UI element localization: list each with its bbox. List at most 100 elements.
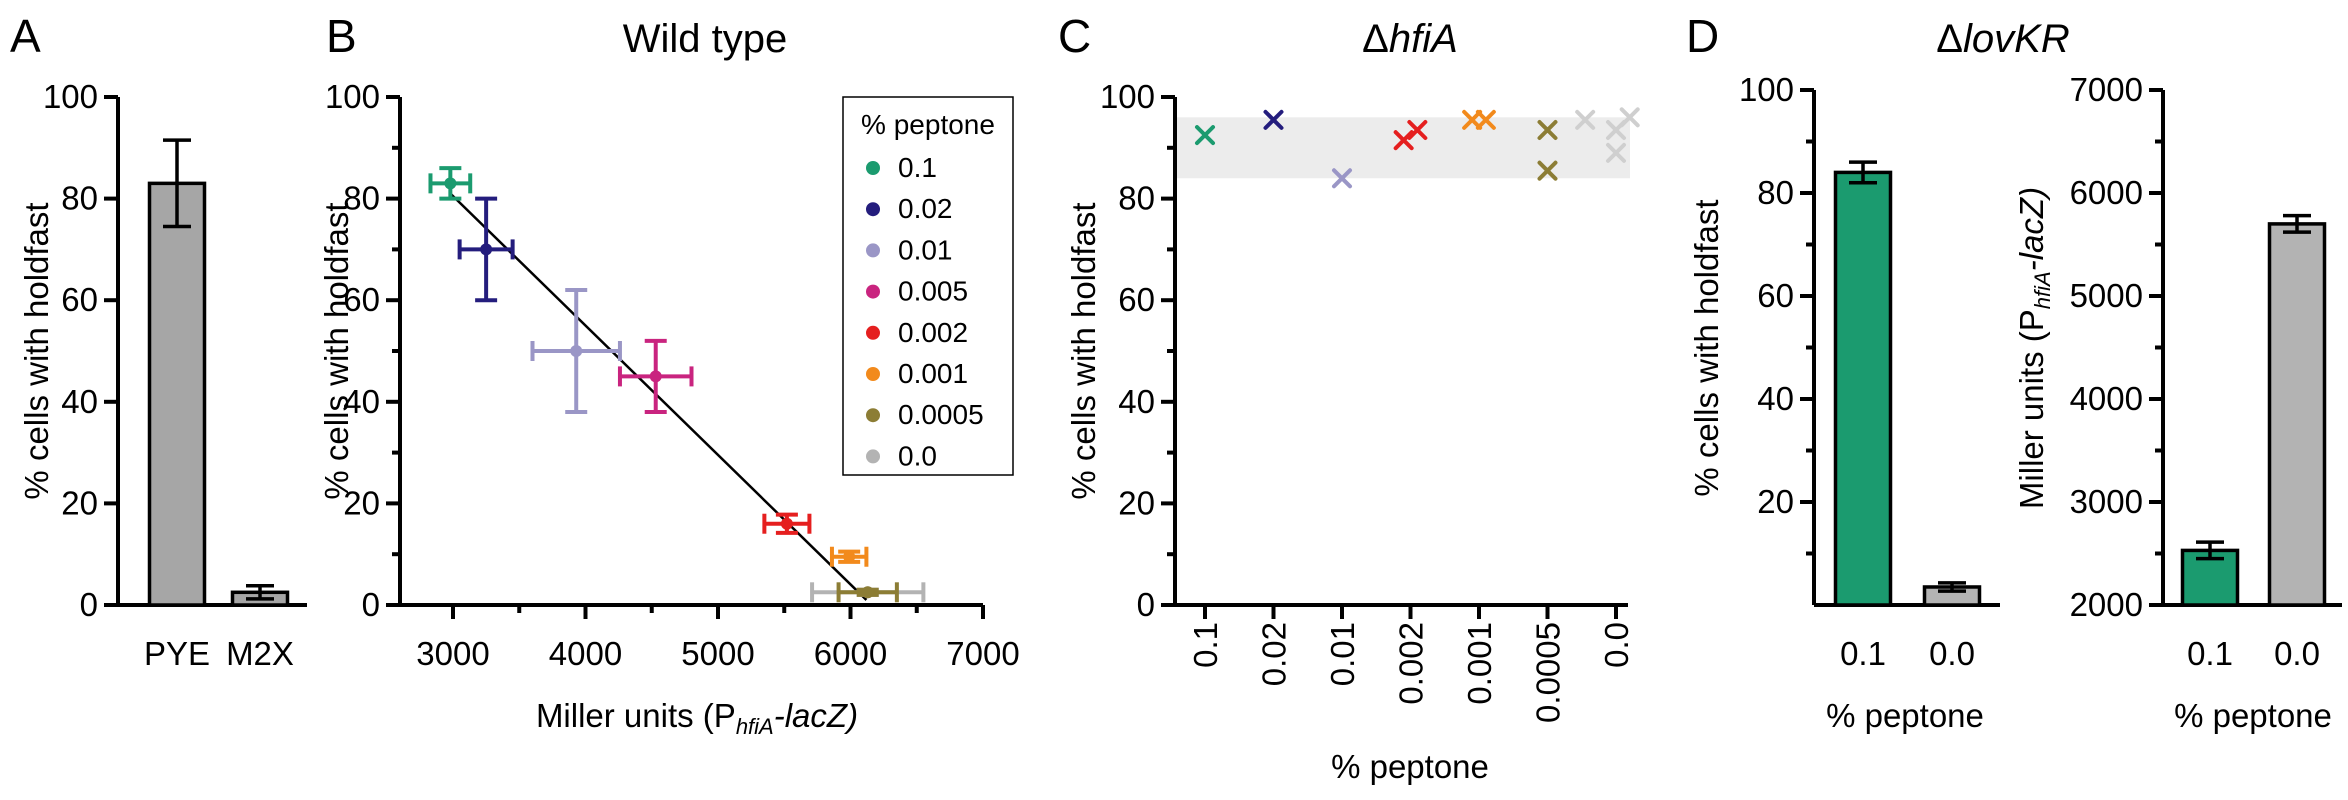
y-axis-label-part: % cells with holdfast [1065,202,1102,499]
bar [1833,170,1893,607]
panel-letter-d: D [1686,10,1719,62]
chart-title-part: Δ [1362,17,1389,61]
x-tick-label: 0.1 [2187,635,2233,672]
y-tick-label: 100 [43,78,98,115]
bar [147,181,207,607]
legend-marker [866,408,880,423]
confidence-band [1177,117,1630,179]
y-tick-label: 40 [1118,383,1155,420]
legend-marker [866,161,880,175]
x-tick-label: 0.0 [1929,635,1975,672]
y-axis-label-part: hfiA [2030,271,2055,309]
y-tick-label: 7000 [2070,71,2143,108]
x-axis-label: % peptone [2174,697,2332,734]
x-tick-label: 0.002 [1393,622,1430,705]
panel-d-left-bar-chart: ΔlovKR 20 40 60 80 100 0.1 0.0 % peptone % cells … [1688,17,2070,734]
data-point [649,370,662,383]
data-point [1393,130,1414,151]
legend-label: 0.1 [898,152,937,183]
legend-marker [866,202,880,217]
chart-title: ΔlovKR [1936,17,2069,61]
x-tick-label: 6000 [814,635,887,672]
x-axis-label-part: Miller units (P [536,697,736,734]
data-point [570,345,583,357]
y-tick-label: 60 [343,281,380,318]
y-tick-label: 5000 [2070,277,2143,314]
data-point [480,243,493,256]
x-tick-label: 3000 [416,635,489,672]
legend-marker [866,367,880,381]
y-tick-label: 20 [1118,484,1155,521]
data-point [861,586,874,599]
y-tick-label: 20 [1757,483,1794,520]
y-tick-label: 3000 [2070,483,2143,520]
panel-c-scatter-chart: ΔhfiA 0 20 40 60 80 100 0.1 0.02 0.01 0.002 0.001 0.… [1065,17,1640,785]
data-point [843,550,856,563]
data-point [1407,120,1428,141]
x-axis-label: Miller units (PhfiA-lacZ) [536,697,858,739]
data-point [1537,160,1558,181]
legend-label: 0.005 [898,276,968,307]
x-tick-label: 0.01 [1324,622,1361,686]
legend-marker [866,243,880,258]
y-tick-label: 0 [362,586,380,623]
y-tick-label: 2000 [2070,586,2143,623]
y-tick-label: 60 [1757,277,1794,314]
y-axis-label: % cells with holdfast [18,202,55,499]
legend-label: 0.001 [898,358,968,389]
y-tick-label: 100 [1100,78,1155,115]
y-tick-label: 40 [1757,380,1794,417]
legend-label: 0.0005 [898,399,984,430]
data-point [1575,109,1596,130]
x-tick-label: 0.1 [1840,635,1886,672]
legend-label: 0.002 [898,317,968,348]
x-tick-label: 0.0 [2274,635,2320,672]
y-tick-label: 6000 [2070,174,2143,211]
legend-title: % peptone [861,109,995,140]
y-tick-label: 20 [343,484,380,521]
x-axis-label-part: -lacZ) [774,697,858,734]
data-point [1619,107,1640,128]
data-point [1263,109,1284,130]
x-axis-label: % peptone [1331,748,1489,785]
y-axis-label: % cells with holdfast [1065,202,1102,499]
y-axis-label: % cells with holdfast [318,202,355,499]
x-tick-label: PYE [144,635,210,672]
x-axis-label-part: hfiA [736,714,774,739]
y-tick-label: 4000 [2070,380,2143,417]
y-axis-label-part: % cells with holdfast [18,202,55,499]
y-tick-label: 60 [61,281,98,318]
data-point [444,177,457,190]
y-tick-label: 80 [1118,180,1155,217]
y-tick-label: 40 [61,383,98,420]
y-axis-label-part: Miller units (P [2013,309,2050,509]
y-axis-label-part: % cells with holdfast [1688,199,1725,496]
y-axis-label: % cells with holdfast [1688,199,1725,496]
data-point [1537,120,1558,141]
y-axis-label-part: -lacZ) [2013,187,2050,271]
legend-marker [866,284,880,299]
y-tick-label: 80 [1757,174,1794,211]
x-tick-label: 5000 [681,635,754,672]
y-axis-label: Miller units (PhfiA-lacZ) [2013,187,2055,509]
data-point [1462,109,1483,130]
chart-title-part: Δ [1936,17,1963,61]
chart-title: ΔhfiA [1362,17,1458,61]
data-point [1606,142,1626,163]
chart-title-part: hfiA [1389,17,1458,61]
x-tick-label: 0.02 [1256,622,1293,686]
x-axis-label: % peptone [1826,697,1984,734]
x-tick-label: 0.0005 [1530,622,1567,723]
legend-label: 0.0 [898,440,937,471]
x-tick-label: M2X [226,635,294,672]
x-tick-label: 0.0 [1598,622,1635,668]
legend-label: 0.02 [898,193,953,224]
y-tick-label: 80 [343,180,380,217]
chart-title: Wild type [623,17,788,61]
bar [2267,222,2327,607]
panel-letter-b: B [326,10,357,62]
data-point [1195,125,1215,146]
y-tick-label: 100 [325,78,380,115]
panel-letter-c: C [1058,10,1091,62]
